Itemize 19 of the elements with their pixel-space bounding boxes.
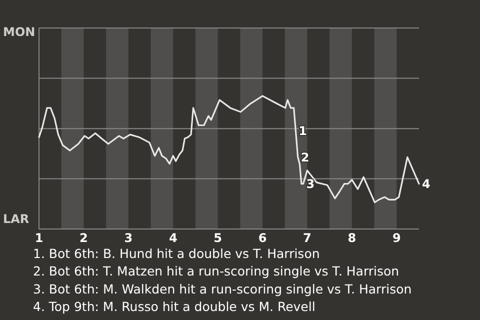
text: 3. Bot 6th: M. Walkden hit a run-scoring single vs T. Harrison [33, 281, 412, 296]
annotation: 4 [422, 176, 430, 191]
x-tick-label: 2 [80, 231, 88, 245]
annotation: 1 [298, 124, 307, 138]
x-tick-label: 6 [258, 231, 267, 245]
text: 4. Top 9th: M. Russo hit a double vs M. Revell [33, 299, 316, 314]
text: 1. Bot 6th: B. Hund hit a double vs T. Harrison [33, 246, 320, 261]
x-tick-label: 4 [168, 231, 178, 245]
text: MON [3, 25, 36, 40]
x-tick-label: 3 [124, 231, 133, 245]
x-tick-label: 9 [392, 231, 401, 245]
x-tick-label: 1 [34, 231, 44, 245]
x-tick-label: 7 [303, 231, 312, 245]
annotation: 2 [300, 150, 310, 164]
text: 2. Bot 6th: T. Matzen hit a run-scoring single vs T. Harrison [33, 264, 400, 279]
x-tick-label: 8 [348, 231, 356, 245]
text: LAR [3, 212, 30, 226]
x-tick-label: 5 [214, 231, 222, 245]
annotation: 3 [306, 176, 315, 191]
